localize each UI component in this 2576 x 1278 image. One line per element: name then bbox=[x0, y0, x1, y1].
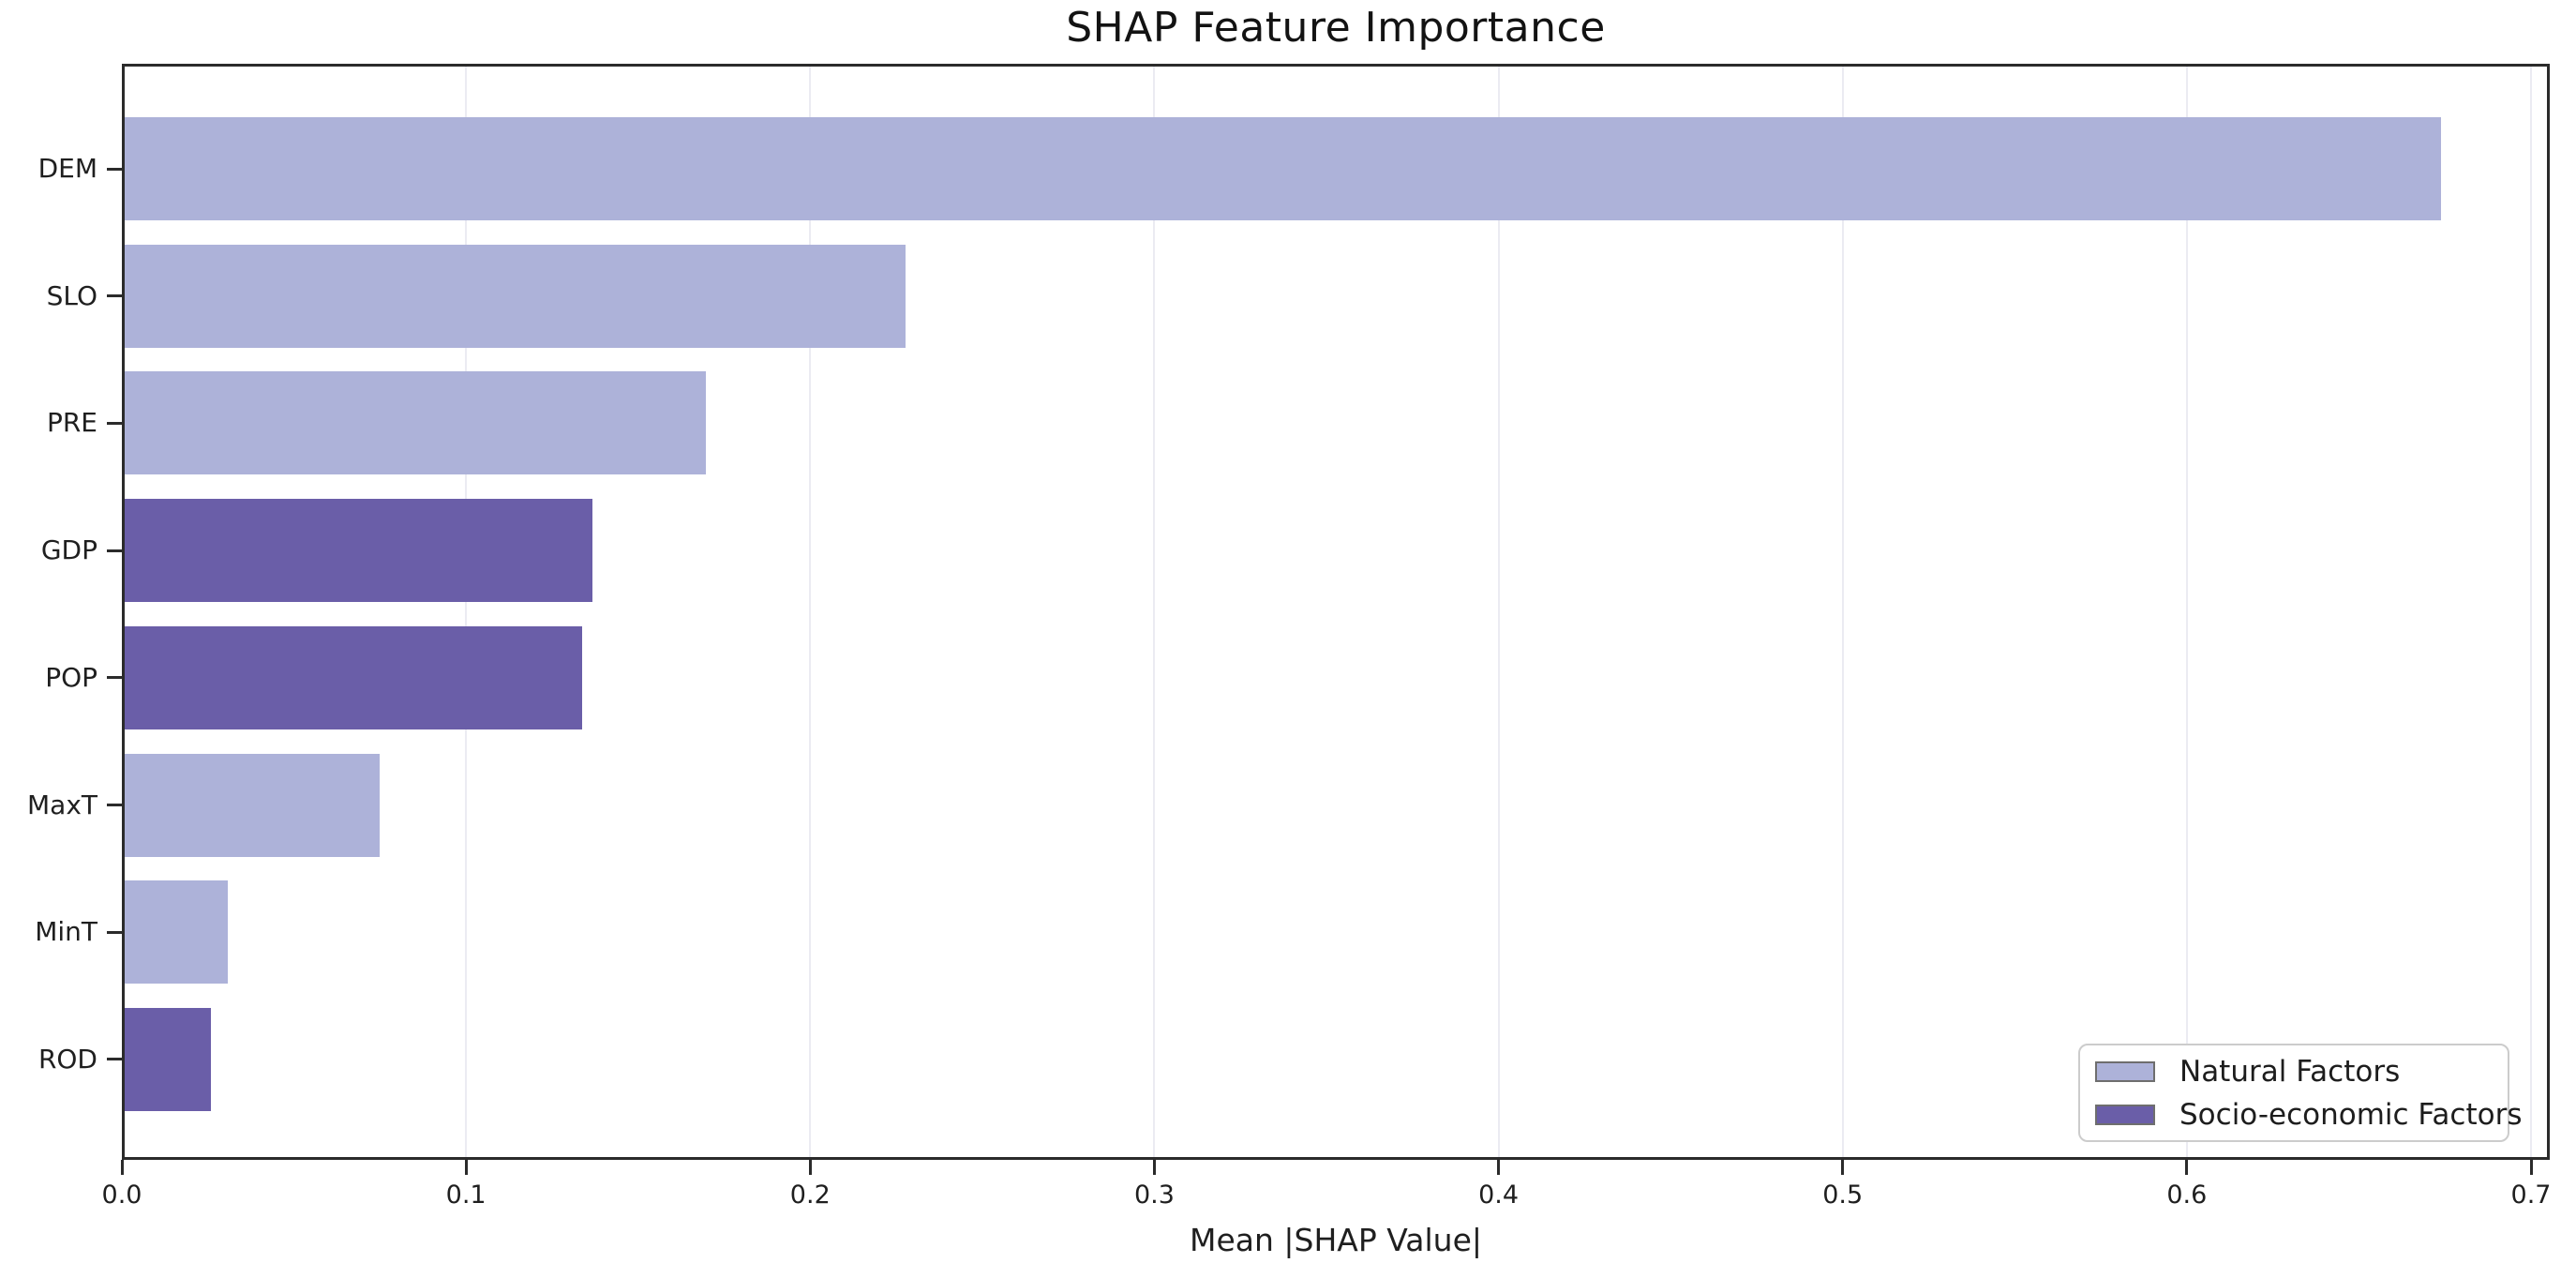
legend-label: Socio-economic Factors bbox=[2179, 1097, 2523, 1132]
legend-label: Natural Factors bbox=[2179, 1054, 2401, 1089]
y-tick-mark bbox=[107, 1058, 122, 1061]
gridline bbox=[1841, 67, 1844, 1157]
x-tick-mark bbox=[2185, 1160, 2189, 1175]
bar-dem bbox=[125, 117, 2441, 220]
y-tick-mark bbox=[107, 294, 122, 298]
x-tick-mark bbox=[1152, 1160, 1156, 1175]
x-tick-mark bbox=[464, 1160, 468, 1175]
y-tick-label: POP bbox=[45, 661, 97, 693]
gridline bbox=[2185, 67, 2188, 1157]
bar-maxt bbox=[125, 753, 380, 857]
gridline bbox=[1153, 67, 1156, 1157]
bar-mint bbox=[125, 880, 228, 985]
gridline bbox=[809, 67, 812, 1157]
x-tick-mark bbox=[808, 1160, 812, 1175]
y-tick-label: MaxT bbox=[27, 789, 97, 820]
bar-gdp bbox=[125, 499, 592, 603]
gridline bbox=[2530, 67, 2532, 1157]
gridline bbox=[1497, 67, 1500, 1157]
y-tick-mark bbox=[107, 167, 122, 171]
legend-entry-natural: Natural Factors bbox=[2095, 1055, 2508, 1089]
y-tick-label: ROD bbox=[37, 1043, 97, 1075]
legend-swatch-socio-economic bbox=[2095, 1104, 2155, 1125]
x-tick-label: 0.3 bbox=[1133, 1180, 1175, 1210]
chart-title: SHAP Feature Importance bbox=[1066, 4, 1606, 52]
bar-pre bbox=[125, 371, 706, 475]
x-tick-mark bbox=[120, 1160, 124, 1175]
x-axis-title: Mean |SHAP Value| bbox=[1190, 1222, 1482, 1258]
x-tick-mark bbox=[2529, 1160, 2533, 1175]
y-tick-label: DEM bbox=[37, 153, 97, 184]
bar-slo bbox=[125, 244, 906, 348]
x-tick-label: 0.7 bbox=[2510, 1180, 2552, 1210]
y-tick-mark bbox=[107, 549, 122, 552]
gridline bbox=[465, 67, 468, 1157]
legend-entry-socio-economic: Socio-economic Factors bbox=[2095, 1098, 2522, 1132]
legend: Natural Factors Socio-economic Factors bbox=[2078, 1044, 2522, 1142]
y-tick-mark bbox=[107, 676, 122, 680]
bar-rod bbox=[125, 1007, 211, 1111]
x-tick-label: 0.0 bbox=[101, 1180, 142, 1210]
x-tick-label: 0.2 bbox=[789, 1180, 831, 1210]
x-tick-label: 0.1 bbox=[445, 1180, 487, 1210]
x-tick-label: 0.6 bbox=[2166, 1180, 2208, 1210]
y-tick-mark bbox=[107, 930, 122, 934]
legend-swatch-natural bbox=[2095, 1060, 2155, 1082]
x-tick-label: 0.5 bbox=[1822, 1180, 1864, 1210]
y-tick-mark bbox=[107, 804, 122, 806]
y-tick-label: MinT bbox=[35, 916, 97, 948]
x-tick-label: 0.4 bbox=[1478, 1180, 1520, 1210]
y-tick-label: SLO bbox=[46, 279, 97, 311]
x-tick-mark bbox=[1497, 1160, 1501, 1175]
y-tick-label: GDP bbox=[40, 534, 97, 566]
bar-pop bbox=[125, 625, 582, 729]
plot-area bbox=[122, 64, 2550, 1160]
x-tick-mark bbox=[1841, 1160, 1845, 1175]
y-tick-label: PRE bbox=[46, 407, 97, 439]
y-tick-mark bbox=[107, 421, 122, 425]
